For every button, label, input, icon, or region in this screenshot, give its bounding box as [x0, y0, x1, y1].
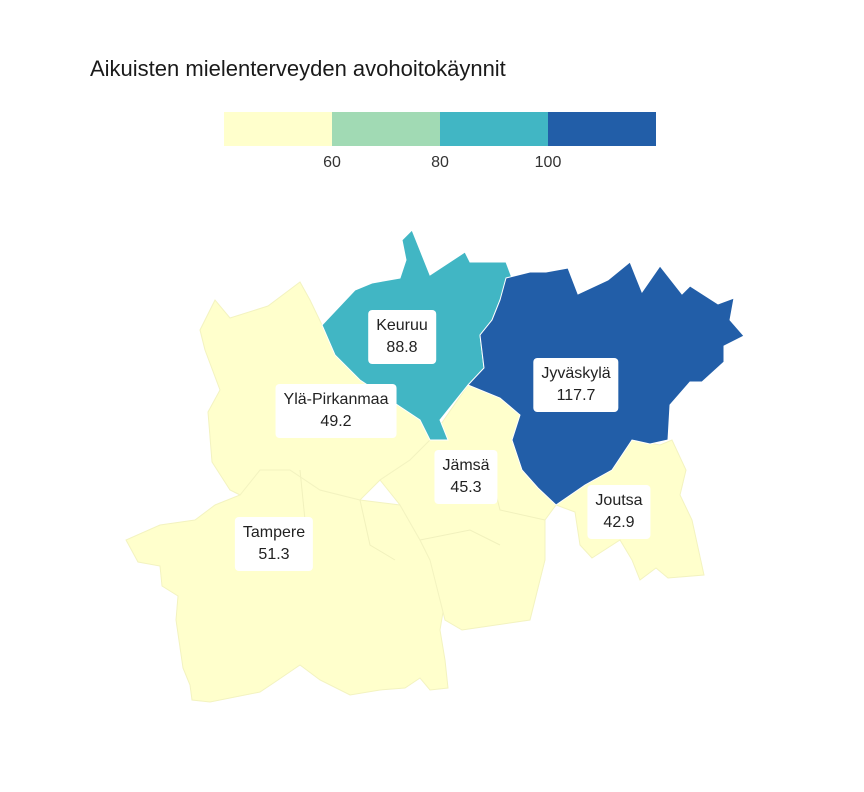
label-jamsa-name: Jämsä	[442, 457, 490, 474]
label-tampere-value: 51.3	[258, 546, 290, 563]
legend-swatch-2	[332, 112, 440, 146]
color-legend: 60 80 100	[224, 112, 656, 171]
label-jyvaskyla-value: 117.7	[556, 387, 596, 404]
map-title: Aikuisten mielenterveyden avohoitokäynni…	[90, 56, 506, 81]
legend-swatch-3	[440, 112, 548, 146]
legend-swatch-4	[548, 112, 656, 146]
label-yla-pirkanmaa-name: Ylä-Pirkanmaa	[283, 391, 389, 408]
label-tampere: Tampere 51.3	[234, 517, 314, 571]
label-jamsa-value: 45.3	[450, 479, 482, 496]
label-tampere-name: Tampere	[242, 524, 306, 541]
label-keuruu: Keuruu 88.8	[368, 310, 436, 364]
label-jyvaskyla-name: Jyväskylä	[541, 365, 611, 382]
label-jyvaskyla: Jyväskylä 117.7	[533, 358, 619, 412]
label-yla-pirkanmaa-value: 49.2	[320, 413, 352, 430]
legend-tick-80: 80	[431, 154, 449, 171]
label-jamsa: Jämsä 45.3	[434, 450, 498, 504]
label-joutsa-name: Joutsa	[595, 492, 643, 509]
label-keuruu-value: 88.8	[386, 339, 418, 356]
label-joutsa: Joutsa 42.9	[587, 485, 651, 539]
label-joutsa-value: 42.9	[603, 514, 635, 531]
legend-tick-100: 100	[534, 154, 562, 171]
label-keuruu-name: Keuruu	[376, 317, 428, 334]
label-yla-pirkanmaa: Ylä-Pirkanmaa 49.2	[275, 384, 397, 438]
legend-tick-60: 60	[323, 154, 341, 171]
legend-swatch-1	[224, 112, 332, 146]
